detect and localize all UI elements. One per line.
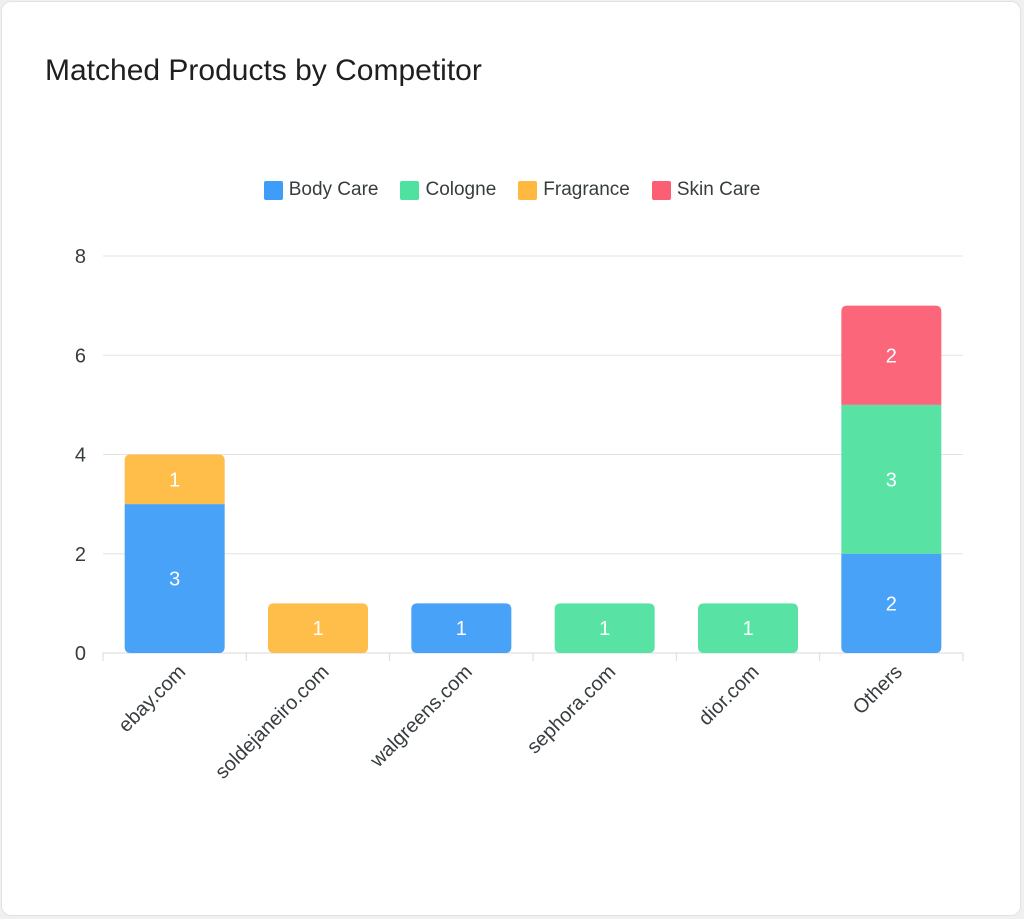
legend-item-cologne[interactable]: Cologne <box>400 179 496 201</box>
x-tick-label: sephora.com <box>523 661 620 758</box>
chart-legend: Body Care Cologne Fragrance Skin Care <box>0 176 1024 204</box>
legend-item-skin-care[interactable]: Skin Care <box>651 179 761 201</box>
bar-ebay-com-body-care[interactable] <box>124 504 225 653</box>
legend-label: Cologne <box>425 179 497 200</box>
legend-label: Body Care <box>288 179 379 200</box>
legend-swatch <box>400 180 420 200</box>
data-label: 2 <box>886 345 897 367</box>
legend-item-fragrance[interactable]: Fragrance <box>518 179 630 201</box>
x-tick-label: soldejaneiro.com <box>211 661 333 783</box>
bar-others-skin-care[interactable] <box>841 305 942 405</box>
legend-label: Skin Care <box>676 179 761 200</box>
data-label: 3 <box>886 469 897 491</box>
bar-soldejaneiro-com-fragrance[interactable] <box>268 603 368 653</box>
x-tick-label: walgreens.com <box>365 661 476 772</box>
y-tick-label: 0 <box>75 643 86 665</box>
x-tick-label: dior.com <box>695 661 764 730</box>
legend-label: Fragrance <box>543 179 630 200</box>
data-label: 2 <box>886 593 897 615</box>
x-tick-label: ebay.com <box>114 661 190 737</box>
bar-others-cologne[interactable] <box>841 404 942 554</box>
bar-dior-com-cologne[interactable] <box>698 603 798 653</box>
chart-title: Matched Products by Competitor <box>45 54 482 87</box>
bar-walgreens-com-body-care[interactable] <box>411 603 512 653</box>
legend-item-body-care[interactable]: Body Care <box>263 179 379 201</box>
bar-sephora-com-cologne[interactable] <box>554 603 655 653</box>
y-tick-label: 6 <box>75 345 86 367</box>
y-tick-label: 2 <box>75 544 86 566</box>
x-tick-label: Others <box>849 661 907 719</box>
data-label: 1 <box>169 469 180 491</box>
legend-swatch <box>518 180 538 200</box>
legend-swatch <box>651 180 671 200</box>
data-label: 1 <box>456 618 467 640</box>
y-tick-label: 4 <box>75 445 86 467</box>
bar-others-body-care[interactable] <box>841 553 942 653</box>
data-label: 3 <box>169 569 180 591</box>
data-label: 1 <box>599 618 610 640</box>
legend-swatch <box>263 180 283 200</box>
y-tick-label: 8 <box>75 246 86 268</box>
bar-ebay-com-fragrance[interactable] <box>124 454 225 505</box>
data-label: 1 <box>742 618 753 640</box>
data-label: 1 <box>312 618 323 640</box>
